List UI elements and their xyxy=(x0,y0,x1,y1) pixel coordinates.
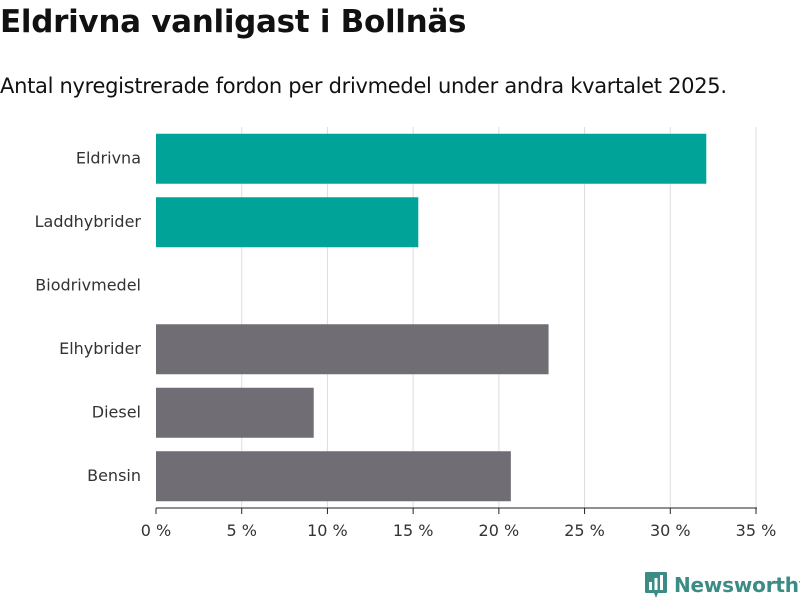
bar xyxy=(156,324,549,375)
category-label: Biodrivmedel xyxy=(35,275,141,294)
chart-subtitle: Antal nyregistrerade fordon per drivmede… xyxy=(0,74,727,98)
bar xyxy=(156,197,419,248)
bar xyxy=(156,451,511,502)
x-axis: 0 % 5 % 10 % 15 % 20 % 25 % 30 % 35 % xyxy=(141,507,777,540)
category-label: Diesel xyxy=(92,402,141,421)
x-tick-label: 15 % xyxy=(393,521,434,540)
newsworthy-logo-icon xyxy=(645,572,667,598)
category-label: Bensin xyxy=(87,466,141,485)
category-label: Eldrivna xyxy=(76,148,141,167)
grid-lines xyxy=(241,127,757,508)
x-tick-label: 10 % xyxy=(307,521,348,540)
bar xyxy=(156,133,707,184)
x-tick-label: 5 % xyxy=(226,521,256,540)
chart-title: Eldrivna vanligast i Bollnäs xyxy=(0,4,467,40)
newsworthy-logo-text: Newsworthy xyxy=(674,573,800,597)
x-tick-label: 0 % xyxy=(141,521,171,540)
bars xyxy=(156,133,707,502)
category-labels: Eldrivna Laddhybrider Biodrivmedel Elhybrid… xyxy=(35,148,142,485)
x-tick-label: 35 % xyxy=(736,521,777,540)
category-label: Elhybrider xyxy=(59,339,141,358)
bar xyxy=(156,387,314,438)
newsworthy-logo[interactable]: Newsworthy xyxy=(644,570,800,600)
x-tick-label: 20 % xyxy=(479,521,520,540)
x-tick-label: 25 % xyxy=(564,521,605,540)
category-label: Laddhybrider xyxy=(35,212,142,231)
x-tick-label: 30 % xyxy=(650,521,691,540)
